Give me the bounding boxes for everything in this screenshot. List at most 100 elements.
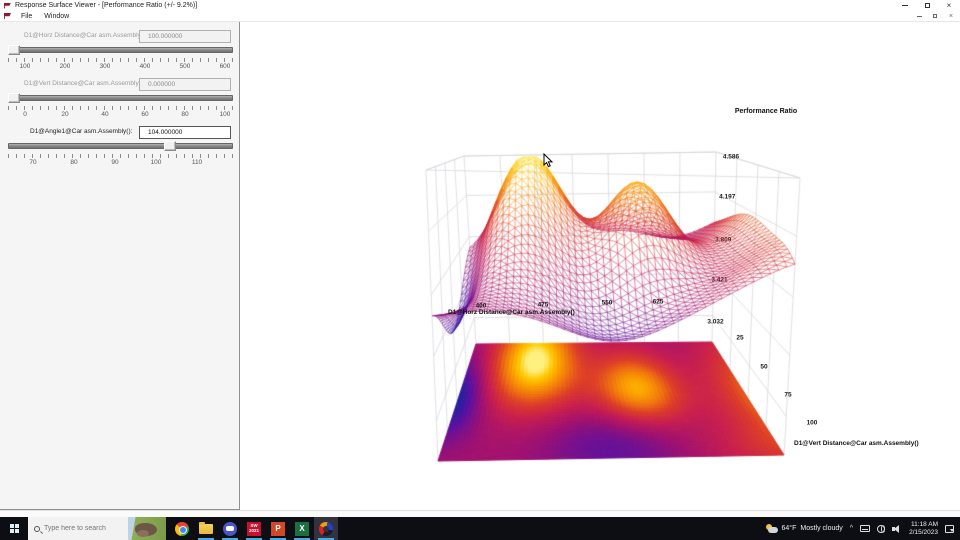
angle1-slider-thumb[interactable] bbox=[164, 141, 176, 151]
z-tick-label: 4.586 bbox=[722, 153, 740, 161]
hidden-icons-chevron[interactable]: ^ bbox=[849, 525, 854, 532]
purple-circle-app-icon bbox=[223, 521, 237, 536]
taskbar-search[interactable] bbox=[28, 517, 166, 540]
powerpoint-icon: P bbox=[271, 521, 285, 536]
slider-tick-label: 0 bbox=[23, 111, 27, 118]
y-tick-label: 50 bbox=[760, 363, 768, 370]
child-window-controls: × bbox=[914, 12, 960, 21]
slider-tick-label: 100 bbox=[19, 63, 31, 70]
close-button[interactable]: × bbox=[946, 0, 952, 10]
slider-tick-label: 80 bbox=[181, 111, 189, 118]
slider-tick-label: 100 bbox=[150, 159, 162, 166]
minimize-button[interactable] bbox=[894, 0, 916, 11]
slider-tick-label: 100 bbox=[219, 111, 231, 118]
taskbar-clock[interactable]: 11:18 AM 2/15/2023 bbox=[909, 521, 938, 537]
tray-time: 11:18 AM bbox=[911, 520, 938, 528]
pinned-apps: SW 2021 P X bbox=[170, 517, 338, 540]
slider-tick-label: 300 bbox=[99, 63, 111, 70]
child-restore-button[interactable] bbox=[930, 12, 940, 21]
vert-distance-slider-track bbox=[8, 95, 233, 101]
child-close-button[interactable]: × bbox=[948, 12, 954, 20]
weather-temp: 64°F bbox=[781, 525, 797, 532]
y-tick-label: 25 bbox=[736, 334, 744, 342]
vert-distance-tick-labels: 0 20 40 60 80 100 bbox=[8, 111, 234, 119]
taskbar: SW 2021 P X 64°F Mostly cloudy ^ 11:18 A… bbox=[0, 517, 960, 540]
restore-button[interactable] bbox=[916, 0, 938, 11]
horz-distance-tick-labels: 100 200 300 400 500 600 bbox=[8, 63, 234, 71]
window-title: Response Surface Viewer - [Performance R… bbox=[15, 2, 198, 9]
slider-tick-label: 200 bbox=[59, 63, 71, 70]
horz-distance-slider-track bbox=[8, 47, 233, 53]
control-horz-distance: D1@Horz Distance@Car asm.Assembly(): 100… bbox=[0, 30, 240, 76]
slider-tick-label: 500 bbox=[179, 63, 191, 70]
slider-tick-label: 80 bbox=[70, 159, 78, 166]
file-explorer-icon bbox=[199, 521, 213, 534]
parameter-panel: D1@Horz Distance@Car asm.Assembly(): 100… bbox=[0, 22, 240, 510]
vert-distance-slider-thumb bbox=[8, 93, 20, 103]
windows-logo-icon bbox=[9, 524, 19, 533]
response-surface-chart[interactable]: 3.032 3.421 3.809 4.197 4.586 25 50 75 100 Perfo… bbox=[410, 95, 960, 480]
z-tick-label: 4.197 bbox=[719, 193, 736, 201]
z-tick-label: 3.809 bbox=[715, 236, 732, 244]
taskbar-excel-button[interactable]: X bbox=[290, 517, 314, 540]
speaker-icon[interactable] bbox=[892, 524, 902, 533]
slider-tick-label: 20 bbox=[61, 111, 69, 118]
solidworks-2021-icon: SW 2021 bbox=[247, 521, 261, 536]
search-input[interactable] bbox=[44, 525, 106, 532]
horz-distance-slider-thumb bbox=[8, 45, 20, 55]
slider-tick-label: 40 bbox=[101, 111, 109, 118]
system-tray: 64°F Mostly cloudy ^ 11:18 AM 2/15/2023 bbox=[765, 521, 960, 537]
vert-distance-slider bbox=[8, 93, 233, 103]
horz-distance-ruler bbox=[8, 58, 234, 62]
taskbar-active-app-button[interactable] bbox=[314, 517, 338, 540]
status-strip bbox=[0, 510, 960, 517]
angle1-slider[interactable] bbox=[8, 141, 233, 151]
angle1-value-field[interactable] bbox=[139, 126, 231, 139]
slider-tick-label: 70 bbox=[29, 159, 37, 166]
z-tick-label: 3.421 bbox=[711, 276, 728, 284]
start-button[interactable] bbox=[0, 517, 28, 540]
window-controls: × bbox=[894, 0, 960, 11]
weather-widget[interactable]: 64°F Mostly cloudy bbox=[765, 524, 843, 533]
keyboard-tray-icon[interactable] bbox=[860, 525, 871, 532]
y-tick-label: 100 bbox=[806, 419, 818, 427]
weather-icon bbox=[765, 524, 778, 533]
taskbar-chrome-button[interactable] bbox=[170, 517, 194, 540]
taskbar-powerpoint-button[interactable]: P bbox=[266, 517, 290, 540]
taskbar-circle-app-button[interactable] bbox=[218, 517, 242, 540]
vert-distance-ruler bbox=[8, 106, 234, 110]
sw-icon-year: 2021 bbox=[248, 527, 259, 533]
slider-tick-label: 600 bbox=[219, 63, 231, 70]
chrome-icon bbox=[175, 521, 189, 536]
control-vert-distance: D1@Vert Distance@Car asm.Assembly(): 0 20… bbox=[0, 78, 240, 124]
slider-tick-label: 400 bbox=[139, 63, 151, 70]
chart-tick-labels-layer: 3.032 3.421 3.809 4.197 4.586 25 50 75 100 bbox=[410, 95, 960, 480]
document-flag-icon bbox=[4, 13, 11, 19]
control-angle1: D1@Angle1@Car asm.Assembly(): 70 80 90 100 1… bbox=[0, 126, 240, 172]
weather-desc: Mostly cloudy bbox=[800, 525, 843, 532]
taskbar-solidworks2021-button[interactable]: SW 2021 bbox=[242, 517, 266, 540]
vert-distance-label: D1@Vert Distance@Car asm.Assembly(): bbox=[24, 80, 145, 87]
angle1-tick-labels: 70 80 90 100 110 bbox=[8, 159, 234, 167]
horz-distance-slider bbox=[8, 45, 233, 55]
network-globe-icon[interactable] bbox=[877, 524, 886, 533]
menu-window[interactable]: Window bbox=[44, 12, 70, 20]
angle1-label: D1@Angle1@Car asm.Assembly(): bbox=[30, 128, 133, 135]
taskbar-explorer-button[interactable] bbox=[194, 517, 218, 540]
y-tick-label: 75 bbox=[784, 391, 792, 399]
search-icon bbox=[34, 525, 40, 532]
sw-icon-text: SW bbox=[250, 522, 258, 528]
child-minimize-button[interactable] bbox=[914, 12, 924, 21]
slider-tick-label: 110 bbox=[191, 159, 203, 166]
menu-file[interactable]: File bbox=[21, 12, 33, 20]
action-center-icon[interactable] bbox=[945, 524, 954, 533]
menu-bar: File Window × bbox=[0, 11, 960, 22]
horz-distance-value-field bbox=[139, 30, 231, 43]
angle1-ruler bbox=[8, 154, 234, 158]
angle1-slider-track[interactable] bbox=[8, 143, 233, 149]
vert-distance-value-field bbox=[139, 78, 231, 91]
title-bar: Response Surface Viewer - [Performance R… bbox=[0, 0, 960, 11]
active-app-swirl-icon bbox=[319, 521, 333, 536]
search-highlight-image[interactable] bbox=[128, 517, 166, 540]
